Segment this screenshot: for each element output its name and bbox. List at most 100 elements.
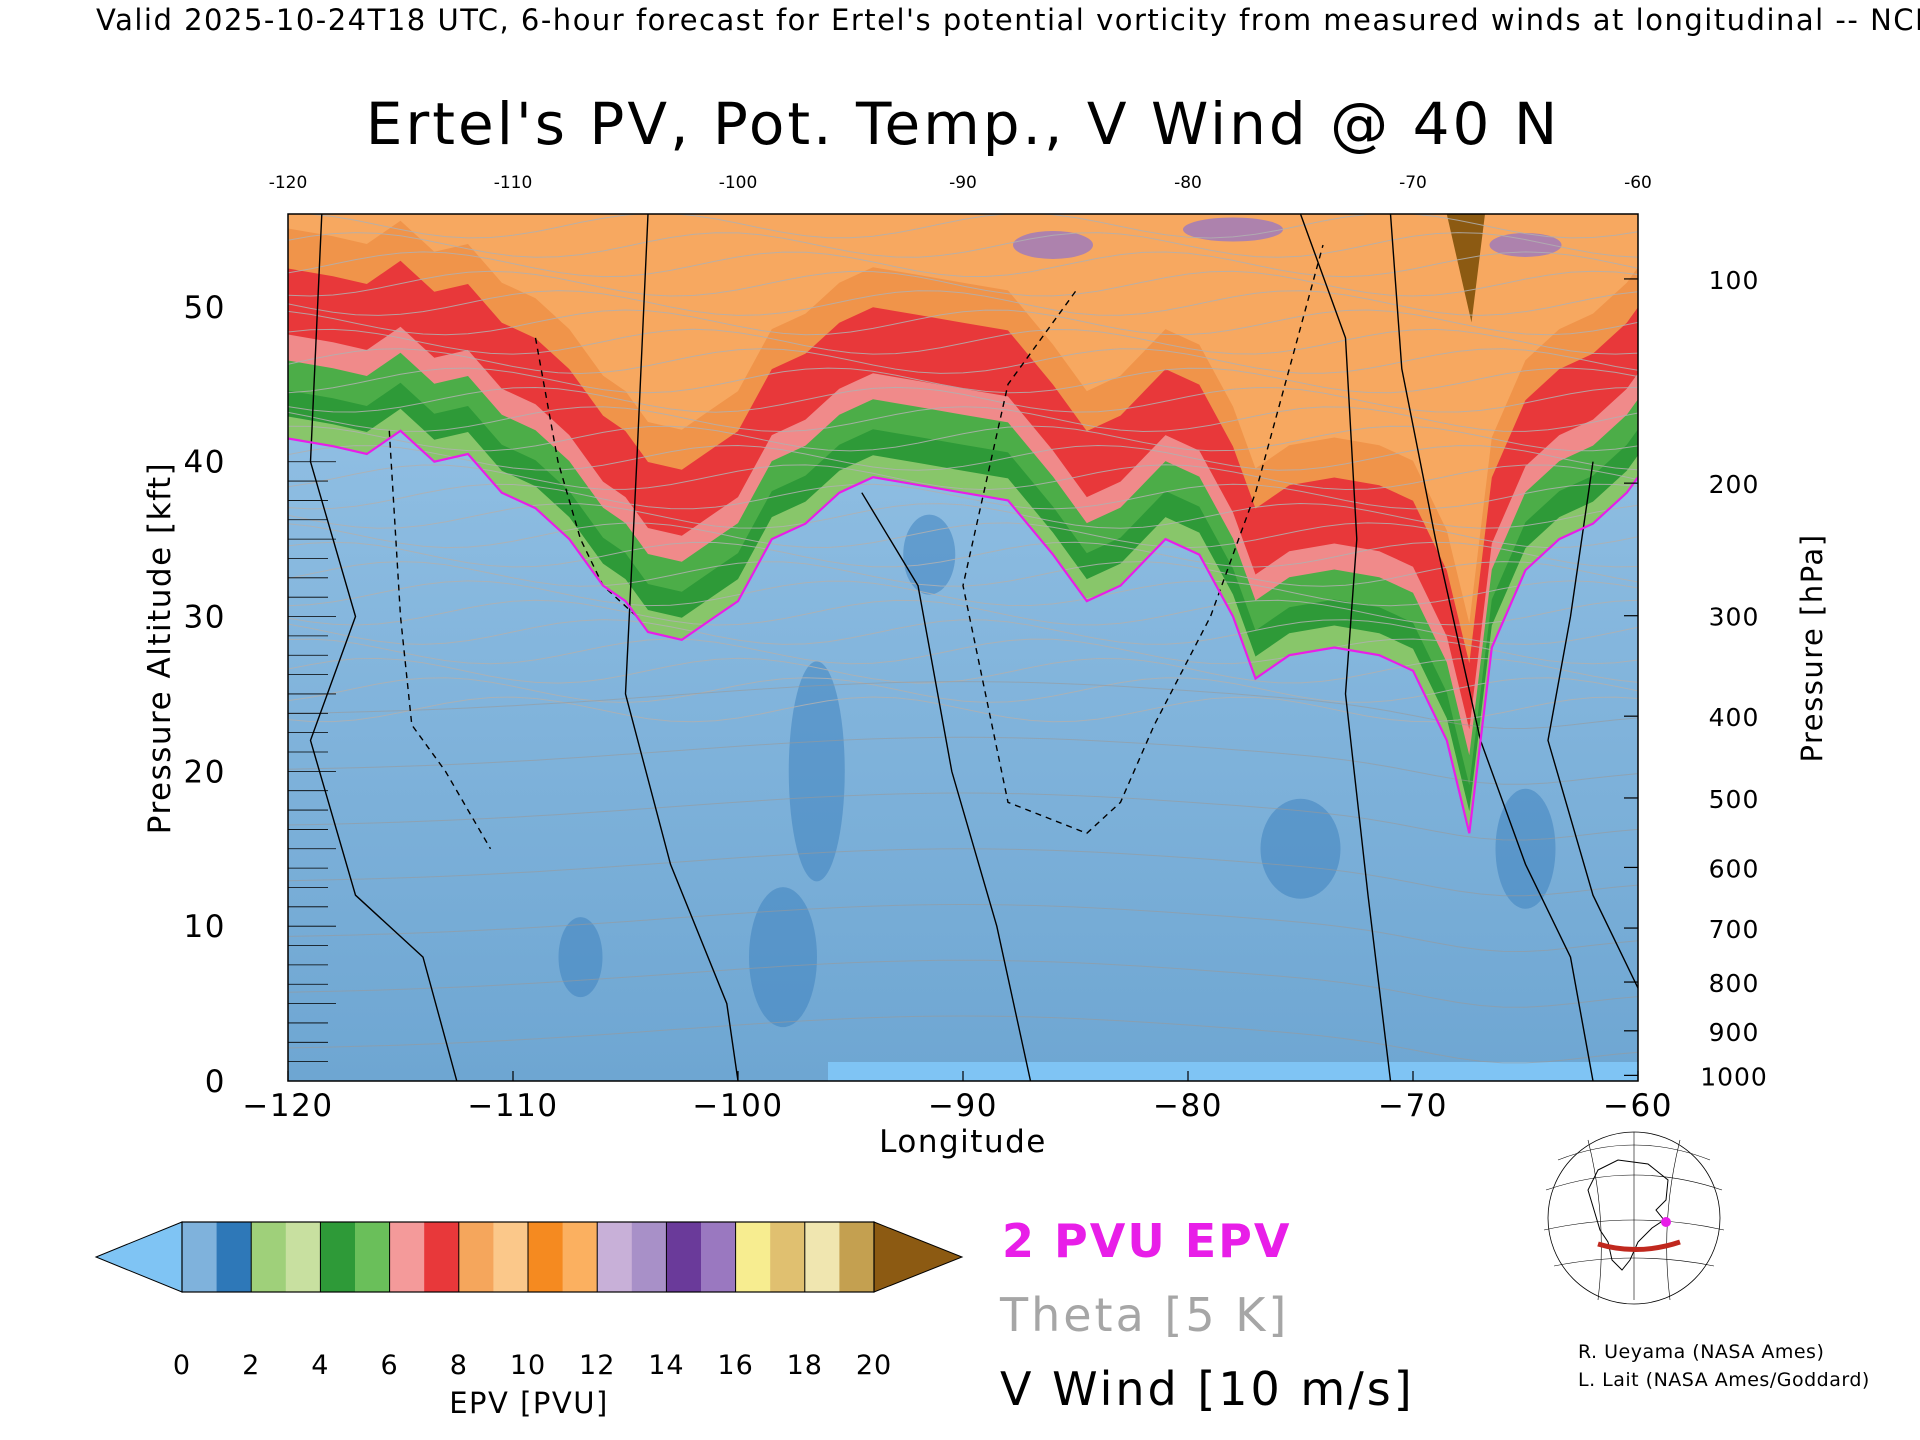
colorbar-tick-label: 16: [717, 1350, 753, 1381]
longitude-axis: −120 −110 −100 −90 −80 −70 −60: [242, 1071, 1673, 1124]
pressure-tick-label: 600: [1709, 854, 1760, 883]
low-pv-core: [558, 917, 603, 998]
colorbar-tick-label: 18: [787, 1350, 823, 1381]
colorbar-segment: [493, 1222, 529, 1292]
y-tick-label: 40: [184, 445, 226, 481]
theta-contour: [288, 599, 1638, 626]
theta-contour: [288, 848, 1638, 897]
y-tick-label: 0: [205, 1064, 226, 1100]
colorbar-tick-label: 14: [648, 1350, 684, 1381]
pressure-tick-label: 200: [1709, 470, 1760, 499]
y-tick-label: 10: [184, 909, 226, 945]
y2-axis-label: Pressure [hPa]: [1795, 533, 1829, 762]
colorbar-tick-label: 12: [579, 1350, 615, 1381]
tropopause-2pvu-contour: [288, 429, 1638, 834]
top-longitude-tick-labels: -120 -110 -100 -90 -80 -70 -60: [269, 173, 1652, 193]
theta-contour: [288, 903, 1638, 953]
colorbar-tick-label: 10: [510, 1350, 546, 1381]
top-tick-label: -100: [719, 173, 758, 193]
colorbar-tick-label: 6: [381, 1350, 399, 1381]
x-tick-label: −60: [1603, 1088, 1673, 1124]
colorbar-segment: [355, 1222, 391, 1292]
x-tick-label: −110: [467, 1088, 558, 1124]
legend-theta: Theta [5 K]: [999, 1288, 1289, 1342]
colorbar-frame: [181, 1221, 875, 1293]
theta-contour: [288, 386, 1638, 413]
theta-contour: [296, 214, 1638, 239]
theta-contour: [288, 959, 1638, 1008]
colorbar-segment: [770, 1222, 806, 1292]
x-tick-label: −80: [1153, 1088, 1223, 1124]
theta-contour: [288, 348, 1638, 375]
colorbar-segment: [182, 1222, 218, 1292]
locator-map: [1543, 1131, 1725, 1305]
low-pv-core: [1260, 798, 1341, 899]
v-wind-contour: [624, 214, 739, 1081]
v-wind-contour: [1547, 461, 1638, 989]
v-wind-contour: [1299, 214, 1392, 1081]
colorbar-tick-label: 0: [173, 1350, 191, 1381]
y-tick-label: 50: [184, 290, 226, 326]
altitude-axis: 0 10 20 30 40 50: [184, 290, 226, 1100]
colorbar-tick-label: 2: [242, 1350, 260, 1381]
top-tick-label: -120: [269, 173, 308, 193]
legend-v-wind: V Wind [10 m/s]: [1000, 1362, 1415, 1416]
y-axis-label: Pressure Altitude [kft]: [142, 462, 178, 834]
colorbar-label: EPV [PVU]: [449, 1386, 609, 1420]
x-tick-label: −70: [1378, 1088, 1448, 1124]
top-tick-label: -70: [1399, 173, 1427, 193]
v-wind-contour: [962, 244, 1324, 835]
colorbar-over-arrow: [873, 1221, 964, 1293]
theta-contour: [288, 681, 1638, 730]
theta-contour: [288, 736, 1638, 785]
pressure-tick-label: 700: [1709, 915, 1760, 944]
colorbar-segment: [528, 1222, 564, 1292]
colorbar-segment: [735, 1222, 771, 1292]
theta-contour: [288, 677, 1638, 704]
pressure-tick-label: 900: [1709, 1018, 1760, 1047]
v-wind-contour: [388, 430, 492, 850]
colorbar-segment: [562, 1222, 598, 1292]
colorbar-segment: [839, 1222, 875, 1292]
x-tick-label: −120: [242, 1088, 333, 1124]
theta-contour: [288, 309, 1638, 336]
high-pv-core: [1183, 217, 1283, 242]
top-tick-label: -80: [1174, 173, 1202, 193]
low-pv-core: [749, 887, 817, 1028]
v-wind-contour: [861, 492, 1032, 1081]
colorbar-segment: [424, 1222, 460, 1292]
pressure-tick-label: 1000: [1700, 1062, 1768, 1091]
theta-contour: [288, 367, 1638, 394]
theta-contour: [288, 502, 1638, 529]
credit-line-1: R. Ueyama (NASA Ames): [1578, 1341, 1824, 1363]
theta-contour: [288, 522, 1638, 549]
colorbar-segment: [701, 1222, 737, 1292]
chart-title: Ertel's PV, Pot. Temp., V Wind @ 40 N: [366, 90, 1560, 158]
low-pv-core: [788, 661, 845, 882]
colorbar-segment: [631, 1222, 667, 1292]
x-tick-label: −100: [692, 1088, 783, 1124]
theta-contour: [288, 464, 1638, 491]
valid-time-header: Valid 2025-10-24T18 UTC, 6-hour forecast…: [96, 3, 1920, 37]
colorbar-segment: [320, 1222, 356, 1292]
colorbar-segment: [216, 1222, 252, 1292]
theta-contour: [288, 270, 1638, 297]
colorbar-tick-label: 4: [311, 1350, 329, 1381]
colorbar-segment: [285, 1222, 321, 1292]
theta-contour: [288, 444, 1638, 471]
theta-contour: [288, 792, 1638, 841]
surface-band: [828, 1062, 1638, 1081]
colorbar-segment: [458, 1222, 494, 1292]
low-pv-core: [903, 514, 956, 595]
x-axis-label: Longitude: [879, 1124, 1047, 1160]
theta-contour: [288, 580, 1638, 607]
pressure-tick-label: 500: [1709, 785, 1760, 814]
colorbar-tick-label: 20: [856, 1350, 892, 1381]
theta-contour: [288, 290, 1638, 316]
theta-contour: [288, 483, 1638, 510]
extreme-pv-streak: [1446, 214, 1485, 323]
high-pv-core: [1013, 230, 1093, 259]
y-tick-label: 20: [184, 754, 226, 790]
colorbar-segment: [251, 1222, 287, 1292]
